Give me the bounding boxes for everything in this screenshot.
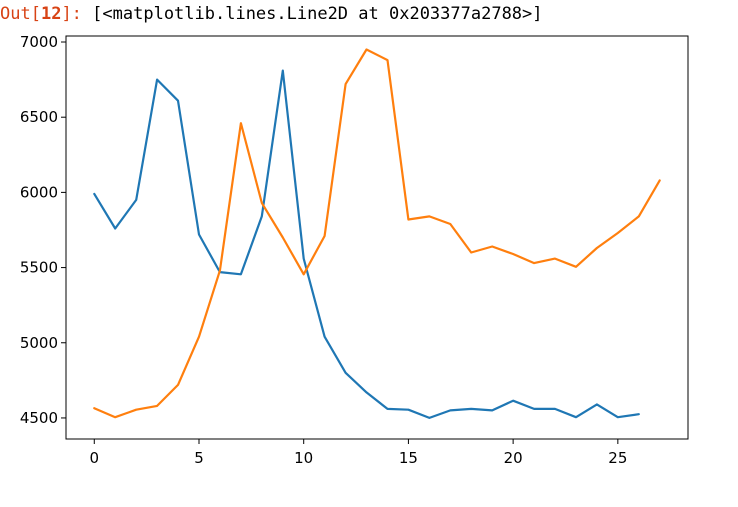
- x-tick-label: 25: [608, 449, 627, 467]
- series-line-1: [93, 69, 640, 419]
- y-tick-label: 6500: [20, 108, 58, 126]
- y-tick-label: 4500: [20, 409, 58, 427]
- plot-frame: [65, 35, 689, 440]
- x-tick-label: 15: [399, 449, 418, 467]
- y-tick-label: 5500: [20, 259, 58, 277]
- series-line-2: [93, 48, 661, 419]
- y-tick-label: 7000: [20, 33, 58, 51]
- x-tick-label: 5: [194, 449, 204, 467]
- y-tick-label: 5000: [20, 334, 58, 352]
- x-tick-label: 0: [89, 449, 99, 467]
- x-tick-label: 20: [504, 449, 523, 467]
- output-prompt-number: 12: [40, 4, 62, 24]
- output-prompt-prefix: Out[: [0, 4, 41, 24]
- cell-output-line: Out[12]: [<matplotlib.lines.Line2D at 0x…: [0, 2, 543, 26]
- y-tick-label: 6000: [20, 183, 58, 201]
- output-text: [<matplotlib.lines.Line2D at 0x203377a27…: [92, 4, 543, 24]
- output-prompt-suffix: ]:: [61, 4, 82, 24]
- x-tick-label: 10: [294, 449, 313, 467]
